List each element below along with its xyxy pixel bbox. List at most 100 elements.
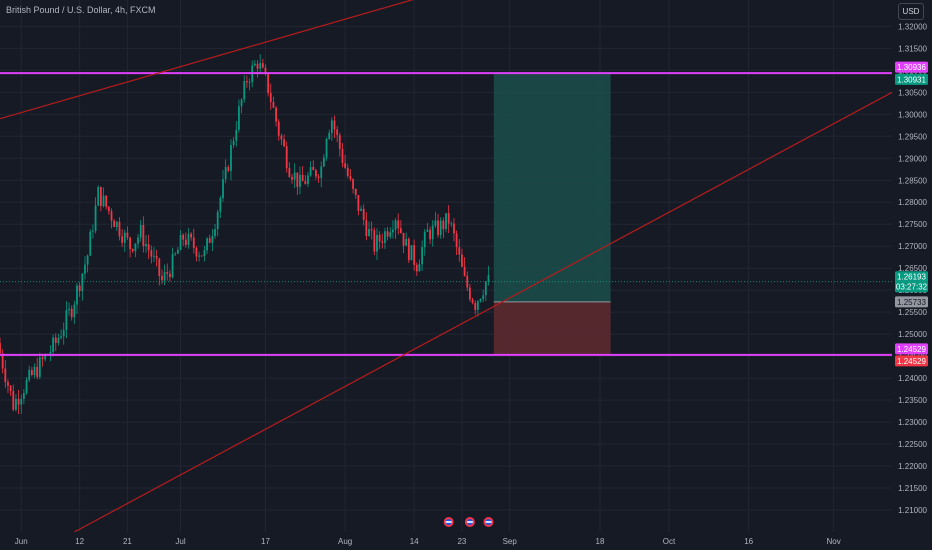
time-tick-label: 12 — [75, 537, 84, 546]
candle-body — [0, 342, 1, 354]
candle-body — [78, 285, 81, 292]
candle-body — [285, 146, 288, 169]
candle-body — [293, 172, 296, 180]
price-tick-label: 1.23000 — [898, 418, 927, 427]
candle-body — [211, 236, 214, 243]
time-tick-label: 14 — [410, 537, 419, 546]
candle-body — [325, 138, 328, 158]
candle-body — [161, 275, 163, 281]
candle-body — [12, 391, 15, 410]
candle-body — [437, 220, 439, 236]
price-tick-label: 1.22000 — [898, 462, 927, 471]
candle-body — [399, 228, 402, 233]
candle-body — [153, 255, 155, 257]
candle-body — [283, 139, 285, 147]
price-tick-label: 1.26500 — [898, 264, 927, 273]
candle-body — [479, 298, 482, 302]
candle-body — [49, 352, 52, 355]
candle-body — [261, 63, 264, 68]
price-tag — [895, 281, 928, 293]
candle-body — [370, 229, 373, 231]
candle-body — [36, 366, 39, 377]
candle-body — [429, 229, 431, 240]
currency-button[interactable]: USD — [898, 3, 924, 20]
candle-body — [203, 250, 206, 257]
trend-lines[interactable] — [0, 0, 893, 533]
candle-body — [304, 181, 307, 185]
candle-body — [142, 224, 145, 247]
candle-body — [453, 223, 455, 234]
candle-body — [418, 264, 421, 272]
candle-body — [147, 244, 150, 251]
candle-body — [86, 255, 89, 265]
candle-body — [264, 67, 267, 74]
price-tag — [895, 61, 928, 73]
position-profit-zone — [493, 73, 611, 302]
candle-body — [44, 354, 47, 360]
price-tick-label: 1.29000 — [898, 154, 927, 163]
candle-body — [346, 167, 349, 176]
candle-body — [235, 129, 238, 141]
price-tick-label: 1.27000 — [898, 242, 927, 251]
price-axis-ticks: 1.320001.315001.310001.305001.300001.295… — [898, 22, 927, 515]
candle-body — [97, 186, 100, 206]
candle-body — [248, 82, 251, 83]
candle-body — [240, 99, 243, 107]
candle-body — [384, 231, 386, 243]
economic-events[interactable] — [442, 516, 495, 528]
horizontal-levels[interactable] — [0, 72, 892, 356]
candle-body — [166, 272, 169, 274]
candle-body — [354, 188, 357, 195]
candle-body — [238, 106, 240, 130]
candle-body — [275, 107, 277, 122]
candle-body — [169, 273, 171, 278]
price-tag-label: 03:27:32 — [896, 283, 928, 292]
candle-body — [338, 135, 341, 150]
candle-body — [190, 233, 193, 238]
candle-body — [200, 255, 203, 257]
candle-body — [198, 255, 201, 257]
time-tick-label: 23 — [457, 537, 466, 546]
candle-body — [73, 304, 76, 318]
candle-body — [413, 245, 416, 265]
candle-body — [423, 231, 426, 248]
candle-body — [121, 236, 124, 243]
candle-body — [405, 238, 408, 246]
position-loss-zone — [493, 301, 611, 355]
time-tick-label: 16 — [744, 537, 753, 546]
candle-body — [450, 223, 453, 225]
candle-body — [123, 232, 126, 243]
price-tag-label: 1.24529 — [897, 357, 926, 366]
candle-body — [224, 167, 227, 180]
candle-body — [216, 211, 219, 230]
price-tick-label: 1.25000 — [898, 330, 927, 339]
candle-body — [102, 195, 105, 207]
candle-body — [330, 120, 333, 133]
candle-body — [33, 366, 36, 375]
candle-body — [442, 220, 445, 230]
candle-body — [389, 232, 392, 237]
candle-body — [134, 243, 137, 252]
candle-body — [118, 221, 121, 237]
event-flag-stripe-icon — [466, 521, 473, 523]
candle-body — [208, 238, 211, 243]
candle-body — [365, 219, 368, 236]
candle-body — [139, 224, 142, 238]
candle-body — [17, 398, 20, 405]
candlesticks — [0, 54, 490, 414]
time-axis[interactable] — [0, 532, 932, 550]
candle-body — [322, 157, 325, 167]
candle-body — [484, 281, 487, 296]
price-tag — [895, 271, 928, 283]
candle-body — [219, 198, 222, 212]
candle-body — [15, 398, 17, 410]
candle-body — [333, 120, 336, 130]
candle-body — [115, 221, 118, 228]
candle-body — [62, 329, 65, 337]
candle-body — [309, 166, 312, 176]
candle-body — [126, 232, 129, 238]
trend-line — [74, 91, 893, 533]
long-position-box[interactable] — [493, 73, 611, 355]
candle-body — [386, 231, 389, 237]
